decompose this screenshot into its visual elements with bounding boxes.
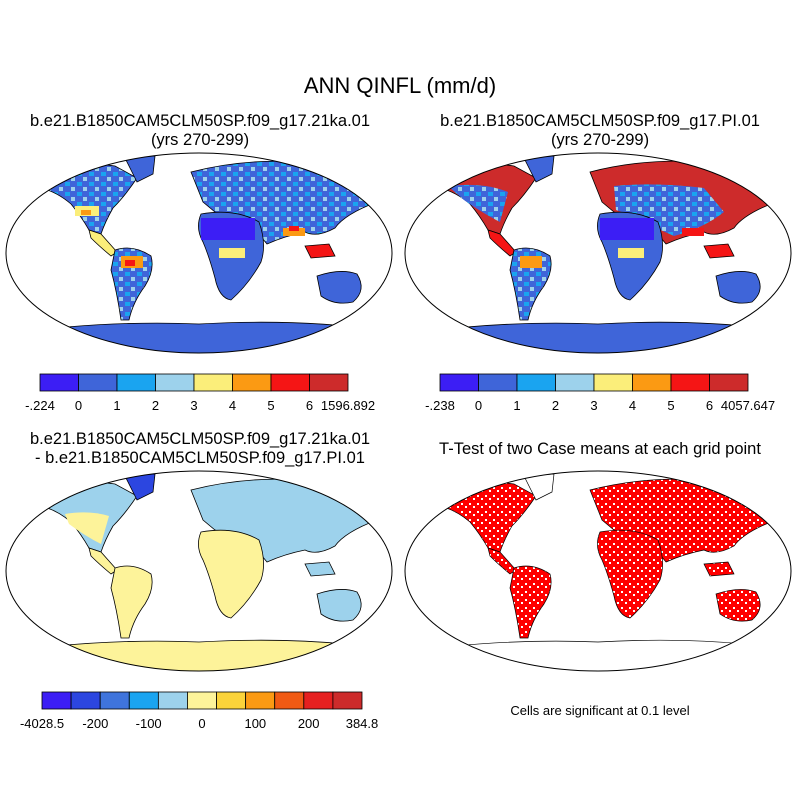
colorbar-tick-label: 3	[190, 398, 197, 413]
colorbar-tick-label: 6	[306, 398, 313, 413]
colorbar-difference: -4028.5 -200 -100 0 100 200 384.8	[20, 691, 379, 731]
panel2-title-line1: b.e21.B1850CAM5CLM50SP.f09_g17.PI.01	[440, 112, 760, 130]
colorbar-tick-label: 0	[198, 716, 205, 731]
colorbar-tick-label: 1	[513, 398, 520, 413]
panel3-title-line2: - b.e21.B1850CAM5CLM50SP.f09_g17.PI.01	[35, 449, 365, 467]
colorbar-swatch	[193, 373, 233, 392]
colorbar-tick-label: 2	[552, 398, 559, 413]
australia	[316, 271, 362, 304]
panel1-title-line2: (yrs 270-299)	[150, 131, 250, 149]
panel1-title: b.e21.B1850CAM5CLM50SP.f09_g17.21ka.01 (…	[0, 112, 400, 150]
colorbar-swatch	[116, 373, 156, 392]
colorbar-swatch	[270, 373, 310, 392]
colorbar-swatch	[232, 373, 272, 392]
colorbar-tick-label: 4	[229, 398, 236, 413]
colorbar-swatch	[216, 691, 247, 710]
colorbar-swatch	[516, 373, 556, 392]
colorbar-swatch	[245, 691, 276, 710]
colorbar-tick-label: 1	[113, 398, 120, 413]
main-title: ANN QINFL (mm/d)	[303, 73, 497, 98]
colorbar-tick-label: 4057.647	[721, 398, 775, 413]
colorbar-21ka: -.224 0 1 2 3 4 5 6 1596.892	[25, 373, 375, 413]
colorbar-tick-label: 5	[267, 398, 274, 413]
colorbar-swatch	[78, 373, 118, 392]
colorbar-tick-label: 4	[629, 398, 636, 413]
map-pi	[404, 152, 792, 354]
colorbar-swatch	[555, 373, 595, 392]
colorbar-tick-label: 2	[152, 398, 159, 413]
north-america	[32, 163, 138, 235]
colorbar-swatch	[70, 691, 101, 710]
colorbar-tick-label: 0	[475, 398, 482, 413]
colorbar-swatch	[670, 373, 710, 392]
colorbar-tick-label: -.224	[25, 398, 55, 413]
colorbar-tick-label: 5	[667, 398, 674, 413]
colorbar-swatch	[128, 691, 159, 710]
colorbar-swatch	[39, 373, 79, 392]
colorbar-swatch	[303, 691, 334, 710]
colorbar-tick-label: 3	[590, 398, 597, 413]
colorbar-swatch	[709, 373, 749, 392]
colorbar-tick-label: -200	[82, 716, 108, 731]
colorbar-tick-label: 1596.892	[321, 398, 375, 413]
panel2-title: b.e21.B1850CAM5CLM50SP.f09_g17.PI.01 (yr…	[400, 112, 800, 150]
colorbar-tick-label: 6	[706, 398, 713, 413]
antarctica	[6, 321, 392, 353]
significance-note: Cells are significant at 0.1 level	[510, 703, 690, 718]
colorbar-swatch	[309, 373, 349, 392]
colorbar-swatch	[478, 373, 518, 392]
colorbar-swatch	[157, 691, 188, 710]
colorbar-pi: -.238 0 1 2 3 4 5 6 4057.647	[425, 373, 775, 413]
colorbar-tick-label: 384.8	[346, 716, 379, 731]
map-21ka	[5, 152, 393, 354]
colorbar-swatch	[99, 691, 130, 710]
colorbar-swatch	[274, 691, 305, 710]
colorbar-tick-label: 0	[75, 398, 82, 413]
colorbar-swatch	[332, 691, 363, 710]
panel3-title: b.e21.B1850CAM5CLM50SP.f09_g17.21ka.01 -…	[0, 430, 400, 468]
colorbar-swatch	[155, 373, 195, 392]
colorbar-tick-label: 100	[244, 716, 266, 731]
colorbar-swatch	[632, 373, 672, 392]
map-difference	[5, 470, 393, 672]
panel4-title: T-Test of two Case means at each grid po…	[439, 440, 761, 458]
colorbar-tick-label: -.238	[425, 398, 455, 413]
panel3-title-line1: b.e21.B1850CAM5CLM50SP.f09_g17.21ka.01	[29, 430, 371, 448]
colorbar-tick-label: -100	[136, 716, 162, 731]
panel1-title-line1: b.e21.B1850CAM5CLM50SP.f09_g17.21ka.01	[29, 112, 371, 130]
colorbar-swatch	[41, 691, 72, 710]
map-ttest	[404, 470, 792, 672]
colorbar-tick-label: -4028.5	[20, 716, 64, 731]
colorbar-swatch	[439, 373, 479, 392]
colorbar-tick-label: 200	[298, 716, 320, 731]
panel2-title-line2: (yrs 270-299)	[550, 131, 650, 149]
colorbar-swatch	[187, 691, 217, 710]
colorbar-swatch	[593, 373, 633, 392]
